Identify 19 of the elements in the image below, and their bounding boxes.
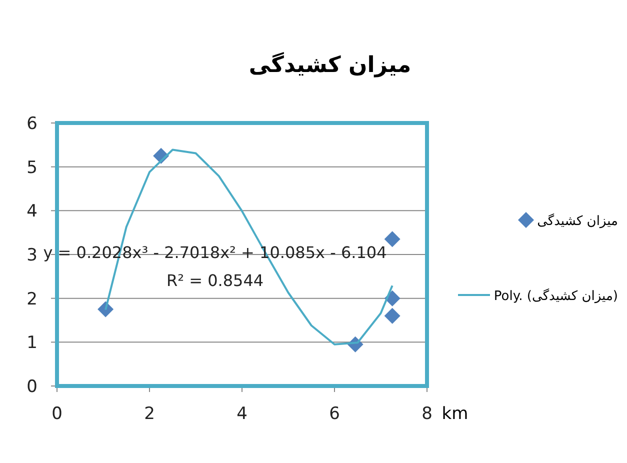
legend-label: میزان کشیدگی [537, 213, 618, 229]
x-axis-title: km [442, 404, 468, 424]
y-tick-label: 1 [26, 333, 38, 354]
x-tick-label: 8 [422, 404, 432, 424]
y-tick-label: 6 [26, 114, 38, 134]
x-tick-label: 4 [236, 404, 248, 424]
x-tick-label: 2 [144, 404, 155, 424]
y-tick-label: 3 [26, 246, 38, 266]
x-tick-label: 6 [329, 404, 340, 424]
annotation: R² = 0.8544 [166, 271, 264, 290]
y-tick-label: 0 [26, 377, 38, 397]
y-tick-label: 2 [26, 289, 38, 310]
point [384, 308, 400, 324]
point [384, 231, 400, 248]
chart-title: میزان کشیدگی [248, 51, 412, 78]
y-tick-label: 5 [26, 158, 38, 178]
y-tick-label: 4 [26, 202, 38, 222]
x-tick-label: 0 [52, 404, 62, 424]
legend-label: Poly. (میزان کشیدگی) [494, 288, 618, 304]
